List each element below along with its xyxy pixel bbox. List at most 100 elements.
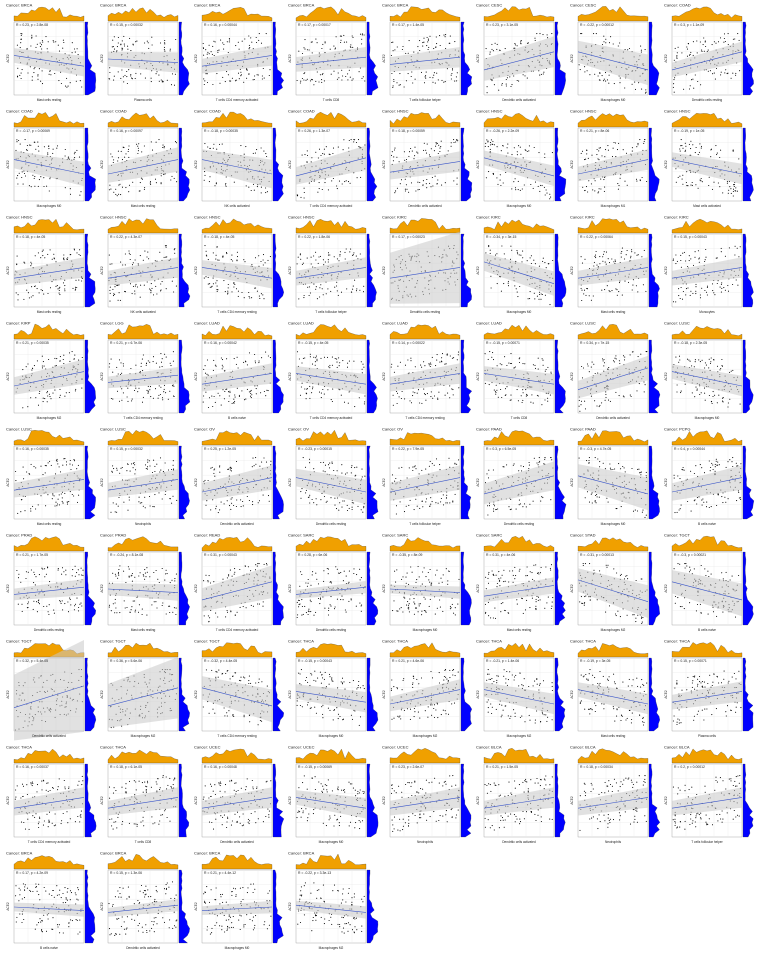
data-point (430, 366, 431, 367)
data-point (445, 395, 446, 396)
data-point (488, 246, 489, 247)
top-density (484, 220, 554, 233)
stat-label: R = -0.18, p = 0.00035 (204, 129, 238, 133)
x-axis-label: Mast cells resting (37, 522, 62, 526)
data-point (603, 36, 604, 37)
data-point (694, 396, 695, 397)
data-point (147, 469, 148, 470)
data-point (406, 184, 407, 185)
data-point (506, 365, 507, 366)
data-point (645, 93, 646, 94)
data-point (312, 52, 313, 53)
data-point (147, 281, 148, 282)
data-point (581, 153, 582, 154)
data-point (128, 191, 129, 192)
x-axis-label: T cells follicular helper (315, 310, 347, 314)
data-point (731, 78, 732, 79)
data-point (42, 251, 43, 252)
data-point (528, 298, 529, 299)
data-point (457, 140, 458, 141)
data-point (320, 358, 321, 359)
data-point (215, 259, 216, 260)
data-point (698, 188, 699, 189)
data-point (252, 458, 253, 459)
data-point (150, 396, 151, 397)
data-point (636, 181, 637, 182)
data-point (511, 250, 512, 251)
data-point (622, 295, 623, 296)
data-point (675, 301, 676, 302)
data-point (491, 139, 492, 140)
data-point (209, 181, 210, 182)
data-point (20, 39, 21, 40)
data-point (123, 365, 124, 366)
data-point (259, 298, 260, 299)
data-point (218, 393, 219, 394)
data-point (392, 87, 393, 88)
data-point (713, 182, 714, 183)
data-point (549, 304, 550, 305)
data-point (135, 388, 136, 389)
data-point (233, 399, 234, 400)
data-point (317, 298, 318, 299)
data-point (35, 47, 36, 48)
data-point (589, 74, 590, 75)
data-point (584, 259, 585, 260)
data-point (111, 471, 112, 472)
data-point (641, 89, 642, 90)
data-point (405, 53, 406, 54)
data-point (212, 286, 213, 287)
top-density (202, 431, 272, 445)
data-point (580, 33, 581, 34)
data-point (54, 358, 55, 359)
side-density (273, 234, 284, 307)
data-point (170, 49, 171, 50)
data-point (63, 257, 64, 258)
data-point (396, 157, 397, 158)
data-point (734, 254, 735, 255)
data-point (520, 147, 521, 148)
data-point (333, 71, 334, 72)
y-axis-label: ACE2 (6, 160, 10, 169)
data-point (125, 153, 126, 154)
data-point (203, 395, 204, 396)
data-point (267, 191, 268, 192)
data-point (161, 362, 162, 363)
panel-title: Cancer: KIRC (664, 215, 689, 220)
data-point (17, 68, 18, 69)
data-point (132, 182, 133, 183)
data-point (140, 73, 141, 74)
data-point (399, 73, 400, 74)
data-point (32, 506, 33, 507)
data-point (15, 150, 16, 151)
data-point (607, 369, 608, 370)
data-point (552, 152, 553, 153)
data-point (323, 462, 324, 463)
data-point (397, 46, 398, 47)
data-point (109, 72, 110, 73)
data-point (347, 505, 348, 506)
y-axis-label: ACE2 (288, 372, 292, 381)
data-point (251, 394, 252, 395)
data-point (45, 505, 46, 506)
data-point (233, 505, 234, 506)
data-point (322, 153, 323, 154)
data-point (173, 361, 174, 362)
panel-title: Cancer: CESC (476, 3, 502, 8)
panel-title: Cancer: HNSC (664, 109, 691, 114)
data-point (337, 258, 338, 259)
data-point (159, 385, 160, 386)
top-density (390, 325, 460, 339)
data-point (356, 290, 357, 291)
data-point (245, 146, 246, 147)
data-point (173, 386, 174, 387)
data-point (32, 76, 33, 77)
data-point (268, 390, 269, 391)
stat-label: R = 0.17, p = 1.4e-05 (392, 23, 424, 27)
data-point (213, 252, 214, 253)
